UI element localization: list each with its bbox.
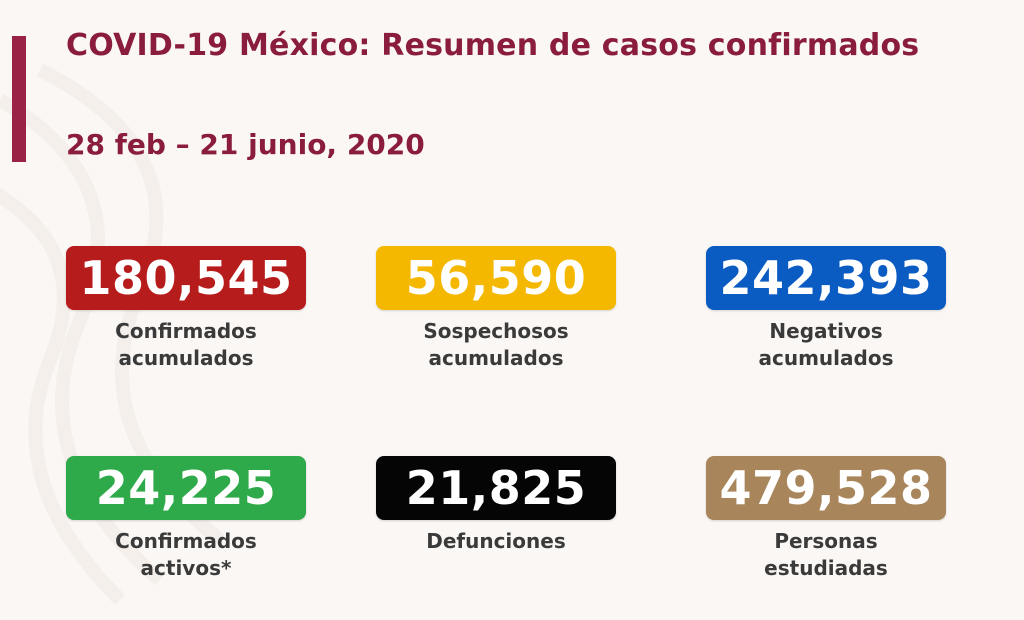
- stat-value-box: 56,590: [376, 246, 616, 310]
- stat-negativos-acumulados: 242,393 Negativos acumulados: [706, 246, 946, 372]
- stat-label: Confirmados activos*: [115, 529, 257, 580]
- page-title: COVID-19 México: Resumen de casos confir…: [66, 28, 920, 63]
- stat-value-box: 24,225: [66, 456, 306, 520]
- stat-confirmados-activos: 24,225 Confirmados activos*: [66, 456, 306, 582]
- stat-value-box: 242,393: [706, 246, 946, 310]
- stat-defunciones: 21,825 Defunciones: [376, 456, 616, 555]
- stat-label: Sospechosos acumulados: [423, 319, 569, 370]
- stat-value-box: 479,528: [706, 456, 946, 520]
- stat-value-box: 180,545: [66, 246, 306, 310]
- stat-label: Confirmados acumulados: [115, 319, 257, 370]
- stat-value-box: 21,825: [376, 456, 616, 520]
- accent-bar: [12, 36, 26, 162]
- date-range: 28 feb – 21 junio, 2020: [66, 128, 425, 161]
- stat-label: Negativos acumulados: [758, 319, 894, 370]
- stat-label: Defunciones: [426, 529, 566, 553]
- stat-confirmados-acumulados: 180,545 Confirmados acumulados: [66, 246, 306, 372]
- stat-personas-estudiadas: 479,528 Personas estudiadas: [706, 456, 946, 582]
- stat-label: Personas estudiadas: [764, 529, 888, 580]
- stat-sospechosos-acumulados: 56,590 Sospechosos acumulados: [376, 246, 616, 372]
